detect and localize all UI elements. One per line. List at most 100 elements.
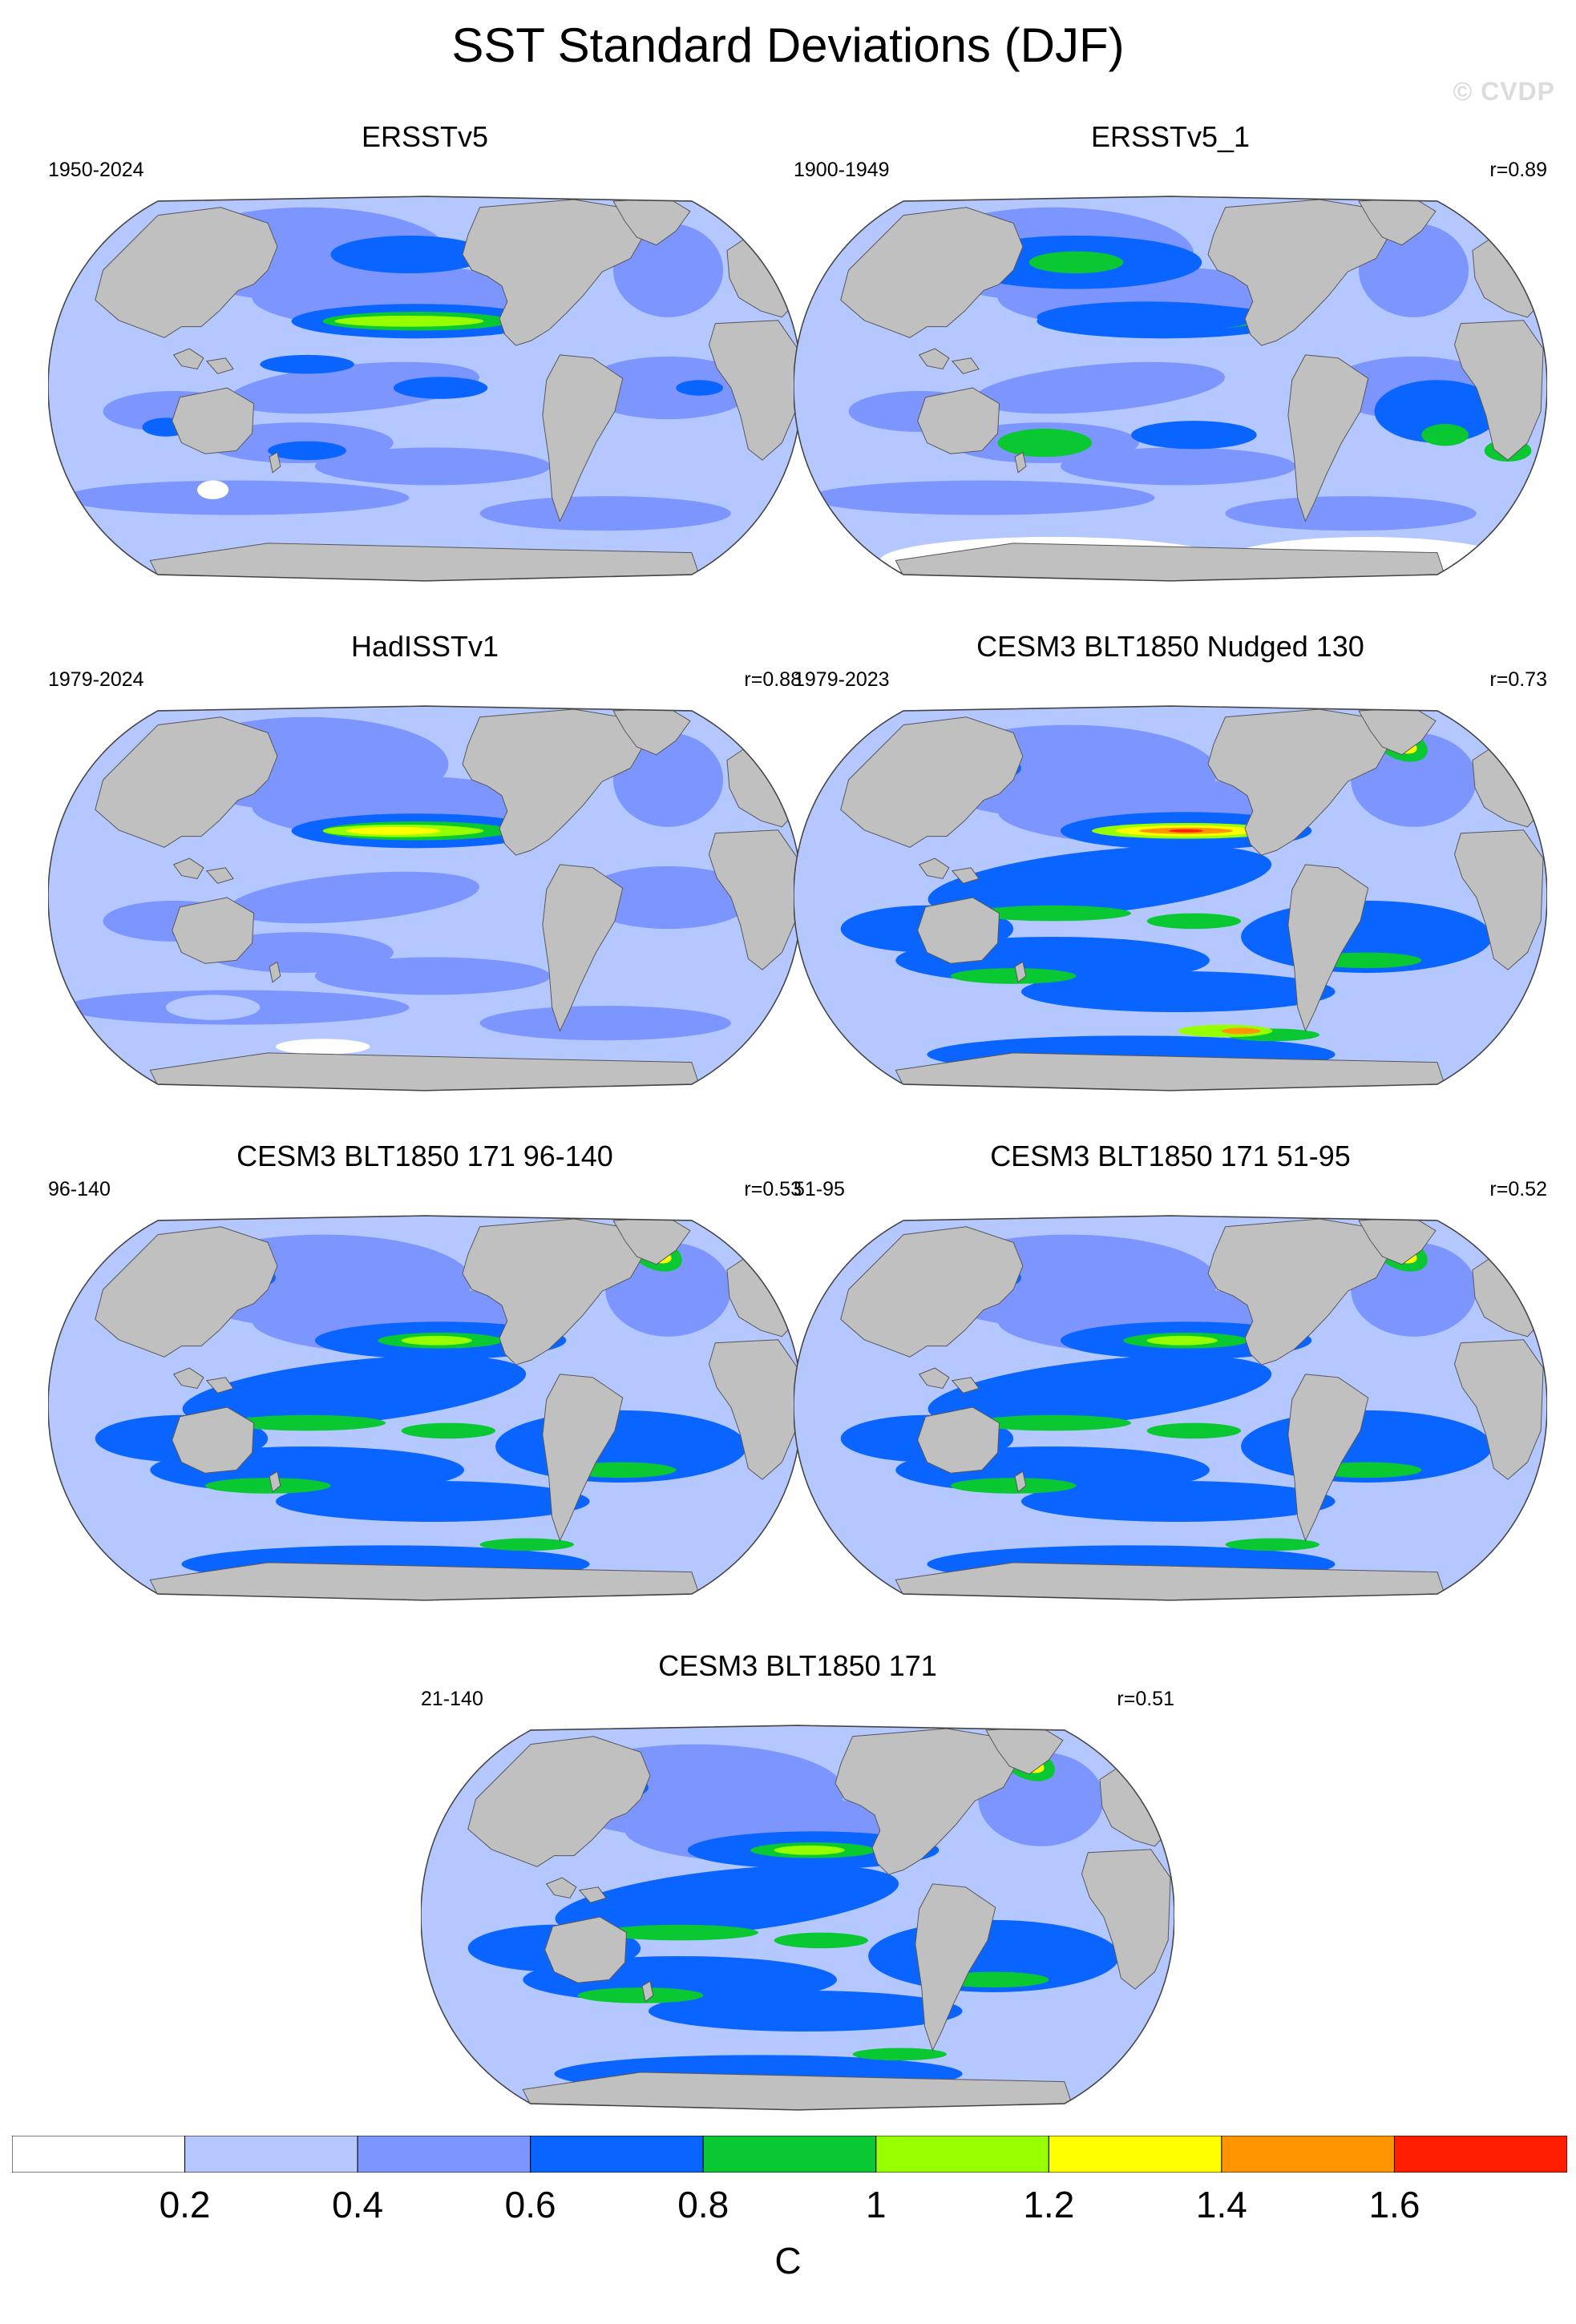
- land-mass: [708, 320, 798, 461]
- land-mass: [269, 961, 281, 983]
- world-map: [48, 196, 802, 582]
- map-panel-cesm3-51-95: CESM3 BLT1850 171 51-95 51-95 r=0.52: [794, 1140, 1547, 1636]
- land-mass: [840, 1226, 1024, 1358]
- colorbar-tick-label: 1.6: [1368, 2184, 1420, 2225]
- land-mass: [951, 1377, 980, 1394]
- land-mass: [918, 857, 950, 880]
- panel-title: CESM3 BLT1850 171 51-95: [990, 1140, 1351, 1172]
- land-mass: [840, 716, 1024, 848]
- land-mass: [1014, 961, 1027, 983]
- colorbar-swatch: [702, 2136, 877, 2173]
- world-map: [421, 1725, 1174, 2111]
- land-mass: [1453, 1339, 1544, 1480]
- land-mass: [269, 1471, 281, 1493]
- land-mass: [1287, 354, 1369, 522]
- map-frame: [48, 705, 802, 1091]
- colorbar-tick-label: 0.4: [332, 2184, 384, 2225]
- panel-period: 96-140: [48, 1178, 111, 1200]
- map-panel-cesm3-nudged: CESM3 BLT1850 Nudged 130 1979-2023 r=0.7…: [794, 630, 1547, 1127]
- colorbar-tick-label: 0.6: [504, 2184, 556, 2225]
- world-map: [48, 705, 802, 1091]
- map-panel-cesm3-96-140: CESM3 BLT1850 171 96-140 96-140 r=0.53: [48, 1140, 802, 1636]
- panel-correlation: r=0.53: [744, 1178, 802, 1200]
- land-mass: [840, 207, 1024, 338]
- land-mass: [918, 1367, 950, 1390]
- colorbar-swatch: [875, 2136, 1049, 2173]
- land-mass: [172, 387, 255, 454]
- land-mass: [467, 1736, 651, 1867]
- land-mass: [951, 357, 980, 374]
- colorbar-tick-label: 0.8: [677, 2184, 729, 2225]
- land-mass: [205, 867, 234, 884]
- colorbar-tick-label: 1.2: [1023, 2184, 1075, 2225]
- land-mass: [915, 1883, 996, 2052]
- land-mass: [205, 357, 234, 374]
- cvdp-watermark: © CVDP: [1453, 77, 1555, 106]
- panel-title: CESM3 BLT1850 171 96-140: [236, 1140, 613, 1172]
- land-mass: [95, 207, 278, 338]
- panel-correlation: r=0.52: [1489, 1178, 1547, 1200]
- land-mass: [1081, 1849, 1171, 1990]
- colorbar-swatch: [12, 2136, 186, 2173]
- land-mass: [269, 451, 281, 474]
- land-mass: [95, 716, 278, 848]
- colorbar-swatch: [1221, 2136, 1395, 2173]
- map-panel-cesm3-21-140: CESM3 BLT1850 171 21-140 r=0.51: [421, 1649, 1174, 2146]
- land-mass: [917, 1406, 1000, 1474]
- panel-title: ERSSTv5: [361, 120, 489, 153]
- land-mass: [172, 857, 204, 880]
- panel-correlation: r=0.51: [1117, 1688, 1174, 1710]
- panel-period: 51-95: [794, 1178, 845, 1200]
- colorbar-tick-label: 1: [865, 2184, 887, 2225]
- panel-title: ERSSTv5_1: [1090, 120, 1251, 153]
- colorbar-swatch: [357, 2136, 531, 2173]
- panel-correlation: r=0.73: [1489, 668, 1547, 691]
- map-panel-ersstv5-1: ERSSTv5_1 1900-1949 r=0.89: [794, 120, 1547, 617]
- land-mass: [172, 1367, 204, 1390]
- map-frame: [421, 1725, 1174, 2111]
- land-mass: [917, 387, 1000, 454]
- land-mass: [578, 1886, 607, 1903]
- figure-title: SST Standard Deviations (DJF): [451, 18, 1125, 72]
- land-mass: [542, 354, 624, 522]
- map-frame: [794, 196, 1547, 582]
- land-mass: [1453, 829, 1544, 970]
- land-mass: [641, 1980, 654, 2003]
- panel-correlation: r=0.88: [744, 668, 802, 691]
- map-panel-hadisstv1: HadISSTv1 1979-2024 r=0.88: [48, 630, 802, 1127]
- land-mass: [172, 1406, 255, 1474]
- land-mass: [1014, 1471, 1027, 1493]
- colorbar-swatch: [184, 2136, 358, 2173]
- land-mass: [544, 1916, 628, 1983]
- land-mass: [1453, 320, 1544, 461]
- world-map: [794, 705, 1547, 1091]
- land-mass: [708, 1339, 798, 1480]
- land-mass: [542, 864, 624, 1032]
- world-map: [48, 1215, 802, 1601]
- panel-period: 1900-1949: [794, 159, 890, 181]
- panel-period: 1950-2024: [48, 159, 144, 181]
- colorbar-swatch: [530, 2136, 704, 2173]
- map-frame: [48, 196, 802, 582]
- panel-title: CESM3 BLT1850 171: [658, 1649, 937, 1682]
- colorbar-tick-label: 0.2: [159, 2184, 211, 2225]
- land-mass: [95, 1226, 278, 1358]
- colorbar-tick-label: 1.4: [1195, 2184, 1247, 2225]
- land-mass: [542, 1374, 624, 1542]
- colorbar-unit: C: [774, 2240, 802, 2282]
- land-mass: [545, 1877, 577, 1899]
- map-panel-ersstv5: ERSSTv5 1950-2024: [48, 120, 802, 617]
- panel-period: 21-140: [421, 1688, 483, 1710]
- land-mass: [172, 897, 255, 964]
- panel-period: 1979-2024: [48, 668, 144, 691]
- colorbar-swatch: [1048, 2136, 1222, 2173]
- colorbar-swatch: [1393, 2136, 1567, 2173]
- world-map: [794, 1215, 1547, 1601]
- world-map: [794, 196, 1547, 582]
- panel-title: CESM3 BLT1850 Nudged 130: [976, 630, 1364, 663]
- land-mass: [917, 897, 1000, 964]
- land-mass: [951, 867, 980, 884]
- map-frame: [794, 1215, 1547, 1601]
- panel-title: HadISSTv1: [350, 630, 499, 663]
- map-frame: [48, 1215, 802, 1601]
